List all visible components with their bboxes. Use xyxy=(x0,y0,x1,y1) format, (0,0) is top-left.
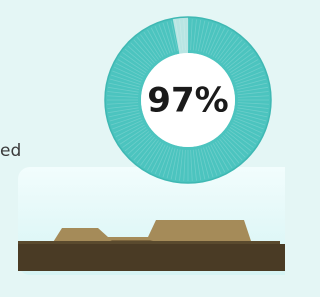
ground xyxy=(18,244,285,271)
progress-label: 97% xyxy=(147,81,228,121)
horizon xyxy=(18,241,280,244)
screen: ed 97% xyxy=(0,0,285,297)
illustration: 97% xyxy=(0,0,285,297)
